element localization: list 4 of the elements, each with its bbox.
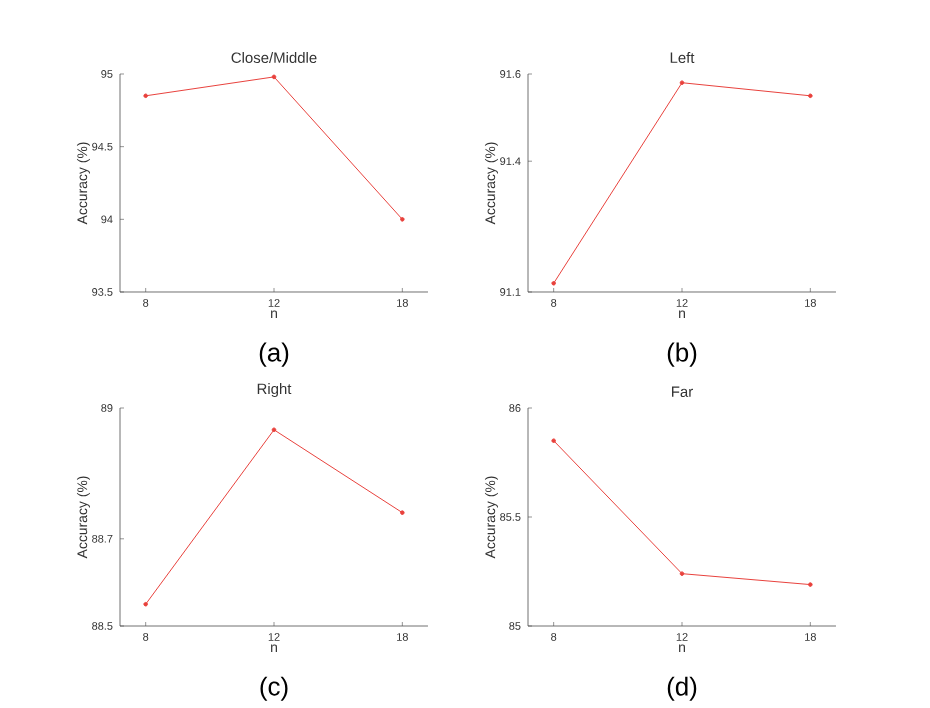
text: (a) — [259, 342, 289, 367]
text: (c) — [260, 676, 288, 701]
text: (d) — [667, 676, 697, 701]
text: (b) — [667, 342, 697, 367]
